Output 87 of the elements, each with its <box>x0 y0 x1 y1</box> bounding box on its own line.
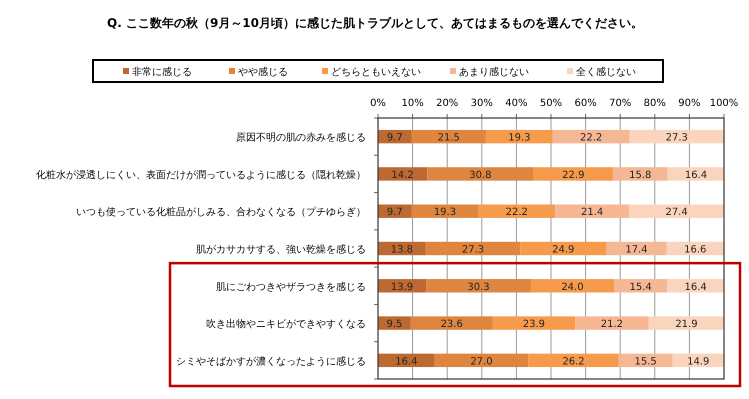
legend-label: どちらともいえない <box>331 67 421 78</box>
legend-label: やや感じる <box>238 66 288 78</box>
bar <box>378 354 435 368</box>
bar <box>612 167 668 181</box>
bar <box>667 279 724 292</box>
data-label: 16.6 <box>684 244 706 256</box>
data-label: 16.4 <box>684 282 707 293</box>
bar <box>520 242 606 256</box>
data-label: 27.4 <box>665 207 688 218</box>
y-tick-label: 吹き出物やニキビができやすくなる <box>206 318 366 330</box>
bar <box>575 316 649 330</box>
data-label: 21.4 <box>581 207 604 218</box>
x-tick-label: 40% <box>505 98 528 109</box>
data-label: 22.9 <box>562 170 584 181</box>
x-tick-label: 70% <box>609 98 632 109</box>
bar <box>648 316 724 330</box>
x-tick-label: 20% <box>436 98 458 109</box>
x-tick-label: 10% <box>401 98 424 109</box>
legend-label: あまり感じない <box>459 66 529 78</box>
data-label: 27.3 <box>666 132 688 144</box>
legend-label: 非常に感じる <box>132 66 192 78</box>
x-tick-label: 50% <box>540 98 562 109</box>
data-label: 15.8 <box>629 170 652 181</box>
data-label: 23.9 <box>522 319 546 330</box>
data-label: 27.0 <box>470 356 493 368</box>
bar <box>434 354 528 368</box>
bar <box>426 279 531 292</box>
data-label: 14.2 <box>391 170 414 181</box>
data-label: 19.3 <box>508 132 530 144</box>
bar <box>426 242 520 256</box>
data-label: 21.9 <box>675 319 698 330</box>
bar <box>486 130 553 144</box>
legend-label: 全く感じない <box>576 66 636 78</box>
bar <box>555 204 630 218</box>
bar <box>614 279 668 292</box>
bar <box>410 316 493 330</box>
y-tick-label: 原因不明の肌の赤みを感じる <box>236 132 366 144</box>
bar <box>672 354 724 368</box>
bar <box>668 167 724 181</box>
data-label: 22.2 <box>580 132 602 144</box>
bar <box>378 167 428 181</box>
data-label: 26.2 <box>562 356 585 368</box>
bar <box>629 204 724 218</box>
data-label: 14.9 <box>687 356 710 368</box>
bar <box>412 130 486 144</box>
x-tick-label: 60% <box>574 98 597 109</box>
x-tick-label: 90% <box>678 98 701 109</box>
data-label: 24.0 <box>561 282 584 293</box>
data-label: 15.5 <box>634 356 657 368</box>
data-label: 15.4 <box>629 282 652 293</box>
bar <box>552 130 630 144</box>
y-tick-label: 肌がカサカサする、強い乾燥を感じる <box>196 244 366 256</box>
data-label: 9.7 <box>386 132 403 144</box>
y-tick-label: 肌にごわつきやザラつきを感じる <box>216 280 366 293</box>
data-label: 16.4 <box>395 356 418 368</box>
data-label: 19.3 <box>434 207 456 218</box>
y-tick-label: 化粧水が浸透しにくい、表面だけが潤っているように感じる（隠れ乾燥） <box>36 168 366 181</box>
x-tick-label: 30% <box>470 98 493 109</box>
bar <box>528 354 619 368</box>
x-tick-label: 0% <box>370 98 386 109</box>
data-label: 27.3 <box>462 244 484 256</box>
bar <box>530 279 614 292</box>
data-label: 13.9 <box>390 282 414 293</box>
chart-title: Q. ここ数年の秋（9月～10月頃）に感じた肌トラブルとして、あてはまるものを選んでください。 <box>107 16 643 30</box>
bar <box>630 130 724 144</box>
y-tick-label: いつも使っている化粧品がしみる、合わなくなる（プチゆらぎ） <box>76 206 366 218</box>
data-label: 22.2 <box>506 207 528 218</box>
bar <box>478 204 556 218</box>
bar <box>427 167 534 181</box>
bar <box>412 204 478 218</box>
data-label: 23.6 <box>440 319 463 330</box>
data-label: 30.3 <box>467 282 490 293</box>
x-tick-label: 100% <box>710 98 738 109</box>
data-label: 30.8 <box>469 170 492 181</box>
x-tick-label: 80% <box>644 98 666 109</box>
data-label: 9.5 <box>386 319 402 330</box>
bar <box>534 167 613 181</box>
bar <box>618 354 672 368</box>
bar <box>492 316 576 330</box>
data-label: 16.4 <box>684 170 708 181</box>
data-label: 24.9 <box>552 244 574 256</box>
data-label: 9.7 <box>386 207 403 218</box>
data-label: 13.8 <box>390 244 414 256</box>
data-label: 21.2 <box>600 319 624 330</box>
data-label: 21.5 <box>438 132 460 144</box>
y-tick-label: シミやそばかすが濃くなったように感じる <box>176 355 366 368</box>
data-label: 17.4 <box>625 244 648 256</box>
